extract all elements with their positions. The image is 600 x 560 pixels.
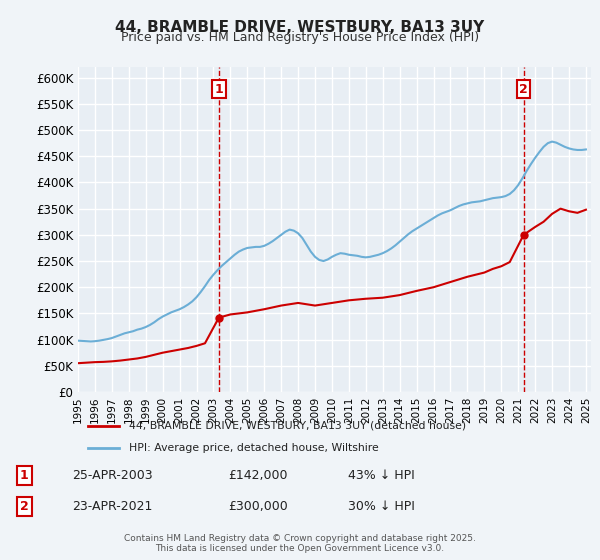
Text: 30% ↓ HPI: 30% ↓ HPI — [348, 500, 415, 513]
Text: 1: 1 — [214, 83, 223, 96]
Text: 2: 2 — [20, 500, 28, 513]
Text: £300,000: £300,000 — [228, 500, 288, 513]
Text: 25-APR-2003: 25-APR-2003 — [72, 469, 152, 482]
Text: Price paid vs. HM Land Registry's House Price Index (HPI): Price paid vs. HM Land Registry's House … — [121, 31, 479, 44]
Text: 44, BRAMBLE DRIVE, WESTBURY, BA13 3UY (detached house): 44, BRAMBLE DRIVE, WESTBURY, BA13 3UY (d… — [130, 421, 466, 431]
Text: 23-APR-2021: 23-APR-2021 — [72, 500, 152, 513]
Text: 2: 2 — [519, 83, 528, 96]
Text: 44, BRAMBLE DRIVE, WESTBURY, BA13 3UY: 44, BRAMBLE DRIVE, WESTBURY, BA13 3UY — [115, 20, 485, 35]
Text: 1: 1 — [20, 469, 28, 482]
Text: Contains HM Land Registry data © Crown copyright and database right 2025.
This d: Contains HM Land Registry data © Crown c… — [124, 534, 476, 553]
Text: HPI: Average price, detached house, Wiltshire: HPI: Average price, detached house, Wilt… — [130, 443, 379, 453]
Text: £142,000: £142,000 — [228, 469, 287, 482]
Text: 43% ↓ HPI: 43% ↓ HPI — [348, 469, 415, 482]
